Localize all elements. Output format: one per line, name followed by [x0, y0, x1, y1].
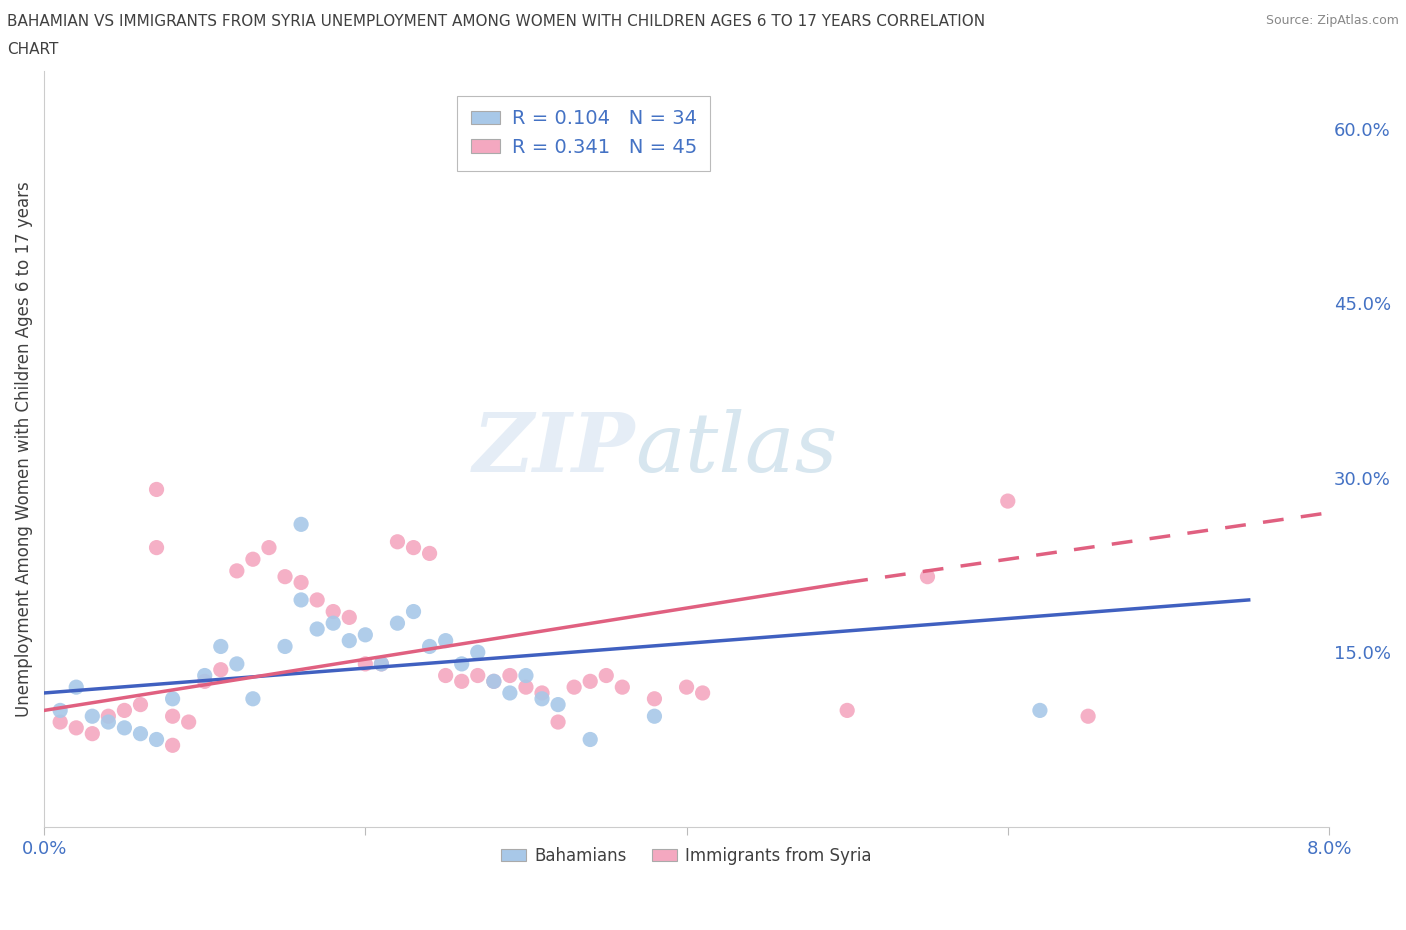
Point: [482, 674, 505, 689]
Point: [82, 726, 104, 741]
Point: [177, 714, 200, 729]
Point: [49, 714, 72, 729]
Point: [194, 668, 217, 683]
Point: [162, 691, 184, 706]
Point: [65, 680, 87, 695]
Point: [129, 726, 152, 741]
Y-axis label: Unemployment Among Women with Children Ages 6 to 17 years: Unemployment Among Women with Children A…: [15, 180, 32, 717]
Point: [209, 639, 232, 654]
Point: [242, 551, 264, 566]
Point: [274, 639, 297, 654]
Point: [225, 564, 247, 578]
Point: [515, 680, 537, 695]
Text: atlas: atlas: [636, 409, 838, 489]
Point: [434, 633, 457, 648]
Point: [579, 732, 602, 747]
Point: [307, 592, 329, 607]
Point: [129, 698, 152, 712]
Point: [65, 721, 87, 736]
Point: [112, 703, 135, 718]
Point: [290, 517, 312, 532]
Point: [434, 668, 457, 683]
Point: [450, 657, 472, 671]
Point: [612, 680, 634, 695]
Point: [450, 674, 472, 689]
Point: [274, 569, 297, 584]
Point: [145, 540, 167, 555]
Point: [145, 732, 167, 747]
Point: [162, 709, 184, 724]
Point: [692, 685, 714, 700]
Point: [837, 703, 859, 718]
Point: [419, 639, 441, 654]
Point: [917, 569, 939, 584]
Point: [257, 540, 280, 555]
Point: [482, 674, 505, 689]
Point: [242, 691, 264, 706]
Point: [675, 680, 697, 695]
Point: [643, 709, 665, 724]
Point: [515, 668, 537, 683]
Point: [547, 698, 569, 712]
Point: [1029, 703, 1052, 718]
Point: [354, 657, 377, 671]
Point: [112, 721, 135, 736]
Point: [643, 691, 665, 706]
Point: [547, 714, 569, 729]
Point: [145, 482, 167, 497]
Point: [370, 657, 392, 671]
Point: [97, 714, 120, 729]
Text: ZIP: ZIP: [472, 409, 636, 489]
Point: [387, 535, 409, 550]
Point: [194, 674, 217, 689]
Point: [162, 737, 184, 752]
Point: [530, 691, 553, 706]
Point: [595, 668, 617, 683]
Text: CHART: CHART: [7, 42, 59, 57]
Text: Source: ZipAtlas.com: Source: ZipAtlas.com: [1265, 14, 1399, 27]
Point: [579, 674, 602, 689]
Point: [467, 668, 489, 683]
Point: [562, 680, 585, 695]
Point: [322, 616, 344, 631]
Legend: Bahamians, Immigrants from Syria: Bahamians, Immigrants from Syria: [495, 840, 879, 871]
Point: [370, 657, 392, 671]
Point: [499, 668, 522, 683]
Point: [49, 703, 72, 718]
Point: [419, 546, 441, 561]
Point: [337, 633, 360, 648]
Point: [307, 621, 329, 636]
Point: [530, 685, 553, 700]
Point: [402, 604, 425, 619]
Point: [290, 592, 312, 607]
Point: [499, 685, 522, 700]
Point: [354, 628, 377, 643]
Point: [1077, 709, 1099, 724]
Point: [225, 657, 247, 671]
Point: [322, 604, 344, 619]
Point: [82, 709, 104, 724]
Point: [997, 494, 1019, 509]
Point: [290, 575, 312, 590]
Point: [467, 644, 489, 659]
Point: [209, 662, 232, 677]
Point: [402, 540, 425, 555]
Text: BAHAMIAN VS IMMIGRANTS FROM SYRIA UNEMPLOYMENT AMONG WOMEN WITH CHILDREN AGES 6 : BAHAMIAN VS IMMIGRANTS FROM SYRIA UNEMPL…: [7, 14, 986, 29]
Point: [337, 610, 360, 625]
Point: [97, 709, 120, 724]
Point: [387, 616, 409, 631]
